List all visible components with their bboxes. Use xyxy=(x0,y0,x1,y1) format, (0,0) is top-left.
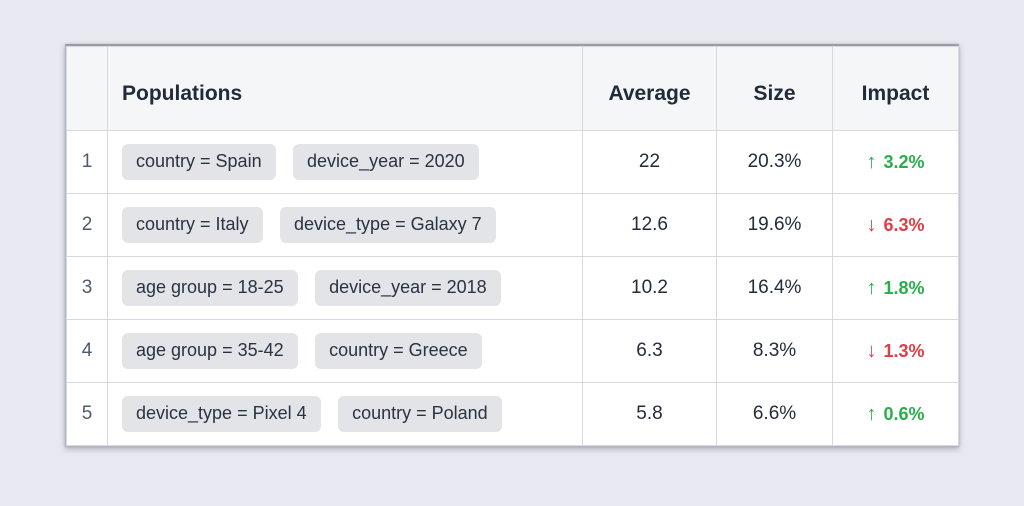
average-value: 22 xyxy=(582,130,717,194)
size-value: 6.6% xyxy=(716,382,833,446)
row-number: 5 xyxy=(66,382,108,446)
table-body: 1 country = Spain device_year = 2020 22 … xyxy=(66,130,959,446)
impact-cell: ↑ 0.6% xyxy=(832,382,959,446)
table-row: 4 age group = 35-42 country = Greece 6.3… xyxy=(66,319,959,383)
row-number: 1 xyxy=(66,130,108,194)
population-chip: country = Italy xyxy=(122,207,263,243)
row-number: 3 xyxy=(66,256,108,320)
impact-value: 0.6% xyxy=(883,403,925,424)
header-average: Average xyxy=(582,46,717,131)
average-value: 10.2 xyxy=(582,256,717,320)
population-chip: device_type = Pixel 4 xyxy=(122,396,321,432)
population-chip: device_year = 2018 xyxy=(315,270,501,306)
average-value: 5.8 xyxy=(582,382,717,446)
populations-cell: age group = 18-25 device_year = 2018 xyxy=(107,256,583,320)
average-value: 12.6 xyxy=(582,193,717,257)
header-populations: Populations xyxy=(107,46,583,131)
table-row: 3 age group = 18-25 device_year = 2018 1… xyxy=(66,256,959,320)
header-impact: Impact xyxy=(832,46,959,131)
header-size: Size xyxy=(716,46,833,131)
population-chip: country = Greece xyxy=(315,333,482,369)
trend-arrow-icon: ↓ xyxy=(866,213,877,236)
table-row: 2 country = Italy device_type = Galaxy 7… xyxy=(66,193,959,257)
row-number: 4 xyxy=(66,319,108,383)
trend-arrow-icon: ↓ xyxy=(866,339,877,362)
row-number: 2 xyxy=(66,193,108,257)
header-row: Populations Average Size Impact xyxy=(66,46,959,131)
populations-cell: age group = 35-42 country = Greece xyxy=(107,319,583,383)
population-chip: age group = 18-25 xyxy=(122,270,298,306)
populations-table-card: Populations Average Size Impact 1 countr… xyxy=(65,44,959,447)
impact-value: 1.8% xyxy=(883,277,925,298)
table-header: Populations Average Size Impact xyxy=(66,46,959,131)
impact-cell: ↑ 3.2% xyxy=(832,130,959,194)
trend-arrow-icon: ↑ xyxy=(866,402,877,425)
header-index xyxy=(66,46,108,131)
population-chip: country = Poland xyxy=(338,396,502,432)
population-chip: country = Spain xyxy=(122,144,276,180)
populations-cell: device_type = Pixel 4 country = Poland xyxy=(107,382,583,446)
impact-cell: ↓ 6.3% xyxy=(832,193,959,257)
trend-arrow-icon: ↑ xyxy=(866,276,877,299)
populations-cell: country = Spain device_year = 2020 xyxy=(107,130,583,194)
population-chip: device_year = 2020 xyxy=(293,144,479,180)
impact-value: 3.2% xyxy=(883,151,925,172)
size-value: 19.6% xyxy=(716,193,833,257)
population-chip: age group = 35-42 xyxy=(122,333,298,369)
table-row: 5 device_type = Pixel 4 country = Poland… xyxy=(66,382,959,446)
table-row: 1 country = Spain device_year = 2020 22 … xyxy=(66,130,959,194)
size-value: 16.4% xyxy=(716,256,833,320)
size-value: 8.3% xyxy=(716,319,833,383)
average-value: 6.3 xyxy=(582,319,717,383)
population-chip: device_type = Galaxy 7 xyxy=(280,207,496,243)
impact-cell: ↑ 1.8% xyxy=(832,256,959,320)
trend-arrow-icon: ↑ xyxy=(866,150,877,173)
populations-cell: country = Italy device_type = Galaxy 7 xyxy=(107,193,583,257)
impact-value: 1.3% xyxy=(883,340,925,361)
impact-cell: ↓ 1.3% xyxy=(832,319,959,383)
populations-table: Populations Average Size Impact 1 countr… xyxy=(66,46,959,446)
impact-value: 6.3% xyxy=(883,214,925,235)
size-value: 20.3% xyxy=(716,130,833,194)
